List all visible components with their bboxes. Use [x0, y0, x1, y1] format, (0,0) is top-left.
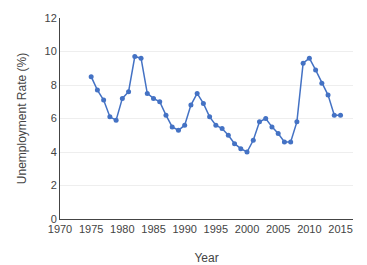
svg-text:0: 0: [51, 213, 57, 225]
svg-text:2015: 2015: [328, 223, 352, 235]
svg-text:1985: 1985: [141, 223, 165, 235]
svg-text:1980: 1980: [110, 223, 134, 235]
svg-text:6: 6: [51, 112, 57, 124]
svg-text:Unemployment Rate (%): Unemployment Rate (%): [15, 53, 29, 184]
svg-text:1975: 1975: [79, 223, 103, 235]
svg-text:1970: 1970: [48, 223, 72, 235]
svg-text:Year: Year: [194, 251, 218, 265]
svg-text:8: 8: [51, 79, 57, 91]
svg-text:2000: 2000: [235, 223, 259, 235]
svg-text:1990: 1990: [172, 223, 196, 235]
svg-text:2010: 2010: [297, 223, 321, 235]
svg-text:12: 12: [45, 12, 57, 24]
svg-text:10: 10: [45, 45, 57, 57]
svg-text:2: 2: [51, 179, 57, 191]
svg-text:4: 4: [51, 146, 57, 158]
svg-text:1995: 1995: [204, 223, 228, 235]
svg-text:2005: 2005: [266, 223, 290, 235]
